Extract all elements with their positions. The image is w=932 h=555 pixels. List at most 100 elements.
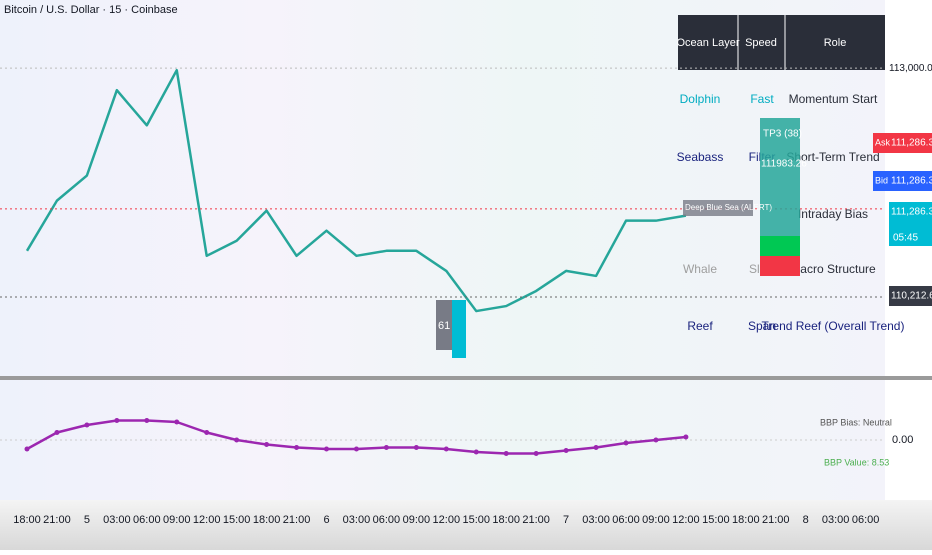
bbp-point (533, 451, 539, 456)
table-cell: Span (748, 319, 776, 333)
bbp-point (324, 446, 329, 452)
bbp-point (473, 449, 479, 455)
x-tick-label: 21:00 (283, 514, 311, 526)
bbp-point (264, 442, 270, 447)
x-tick-label: 7 (563, 514, 569, 526)
bbp-point (114, 418, 120, 423)
time-axis (0, 500, 932, 550)
bbp-point (383, 445, 389, 450)
table-header: Role (824, 37, 847, 49)
countdown: 05:45 (893, 233, 918, 244)
bbp-point (204, 430, 210, 435)
table-cell: Reef (687, 319, 713, 333)
table-cell: Seabass (677, 150, 724, 164)
bbp-point (593, 445, 599, 450)
y2-tick-label: 0.00 (892, 434, 913, 446)
tp-label: TP3 (38) (763, 129, 802, 140)
x-tick-label: 21:00 (43, 514, 71, 526)
bbp-bias: BBP Bias: Neutral (820, 417, 892, 427)
x-tick-label: 5 (84, 514, 90, 526)
x-tick-label: 21:00 (762, 514, 790, 526)
bbp-point (653, 437, 659, 443)
price-label-tag-bg (873, 133, 889, 153)
bbp-point (503, 451, 509, 456)
bbp-point (623, 440, 629, 446)
bbp-point (443, 446, 449, 452)
table-cell: Whale (683, 262, 717, 276)
x-tick-label: 15:00 (702, 514, 730, 526)
count-box-bg (436, 300, 452, 350)
bbp-point (24, 446, 30, 452)
table-cell: Momentum Start (789, 92, 878, 106)
bbp-point (174, 419, 180, 425)
x-tick-label: 12:00 (193, 514, 221, 526)
x-tick-label: 09:00 (163, 514, 191, 526)
x-tick-label: 09:00 (642, 514, 670, 526)
bbp-point (683, 434, 689, 440)
table-cell: Intraday Bias (798, 207, 868, 221)
price-label-bg (889, 171, 932, 191)
tp-box-bg (760, 118, 800, 248)
x-tick-label: 09:00 (403, 514, 431, 526)
price-label: 111,286.38 (891, 138, 932, 149)
x-tick-label: 18:00 (253, 514, 281, 526)
bbp-point (563, 448, 569, 453)
price-label-bg (889, 202, 932, 246)
price-label-bg (889, 133, 932, 153)
table-header-bg (678, 15, 885, 70)
y-tick-label: 113,000.00 (889, 63, 932, 74)
x-tick-label: 06:00 (852, 514, 880, 526)
x-tick-label: 03:00 (343, 514, 371, 526)
price-label-bg (889, 286, 932, 306)
x-tick-label: 15:00 (462, 514, 490, 526)
x-tick-label: 06:00 (373, 514, 401, 526)
table-cell: Trend Reef (Overall Trend) (762, 319, 905, 333)
tp-box-bg (760, 236, 800, 256)
count-box: 61 (438, 320, 450, 332)
tp-box-bg (760, 256, 800, 276)
price-label-tag: Ask (875, 137, 891, 147)
price-label: 110,212.60 (891, 291, 932, 302)
x-tick-label: 06:00 (612, 514, 640, 526)
table-header: Ocean Layer (677, 37, 740, 49)
tp-price: 111983.26 (761, 159, 807, 170)
symbol-title: Bitcoin / U.S. Dollar · 15 · Coinbase (4, 4, 178, 16)
table-cell: Macro Structure (790, 262, 876, 276)
table-header: Speed (745, 37, 777, 49)
x-tick-label: 18:00 (492, 514, 520, 526)
series-line (25, 68, 687, 313)
table-cell: Dolphin (680, 92, 721, 106)
bbp-point (353, 446, 359, 452)
bbp-point (84, 422, 90, 428)
count-box-bg (452, 300, 466, 358)
alert-label: Deep Blue Sea (ALERT) (685, 203, 772, 212)
x-tick-label: 06:00 (133, 514, 161, 526)
x-tick-label: 18:00 (13, 514, 41, 526)
bbp-point (294, 445, 300, 450)
table-cell: Fast (750, 92, 774, 106)
bbp-point (413, 445, 419, 450)
x-tick-label: 03:00 (822, 514, 850, 526)
x-tick-label: 21:00 (522, 514, 550, 526)
price-label: 111,286.37 (891, 176, 932, 187)
x-tick-label: 03:00 (103, 514, 131, 526)
x-tick-label: 12:00 (672, 514, 700, 526)
price-label-tag-bg (873, 171, 889, 191)
x-tick-label: 18:00 (732, 514, 760, 526)
price-label-tag: Bid (875, 175, 888, 185)
pane-divider (0, 376, 932, 380)
price-label: 111,286.37 (891, 207, 932, 218)
bbp-point (234, 437, 240, 443)
bbp-point (144, 418, 150, 423)
x-tick-label: 6 (323, 514, 329, 526)
bbp-point (54, 430, 60, 435)
indicator-pane (0, 380, 885, 500)
alert-bg (683, 200, 753, 216)
x-tick-label: 15:00 (223, 514, 251, 526)
x-tick-label: 8 (803, 514, 809, 526)
bbp-value: BBP Value: 8.53 (824, 457, 889, 467)
table-cell: Short-Term Trend (786, 150, 879, 164)
x-tick-label: 03:00 (582, 514, 610, 526)
x-tick-label: 12:00 (433, 514, 461, 526)
